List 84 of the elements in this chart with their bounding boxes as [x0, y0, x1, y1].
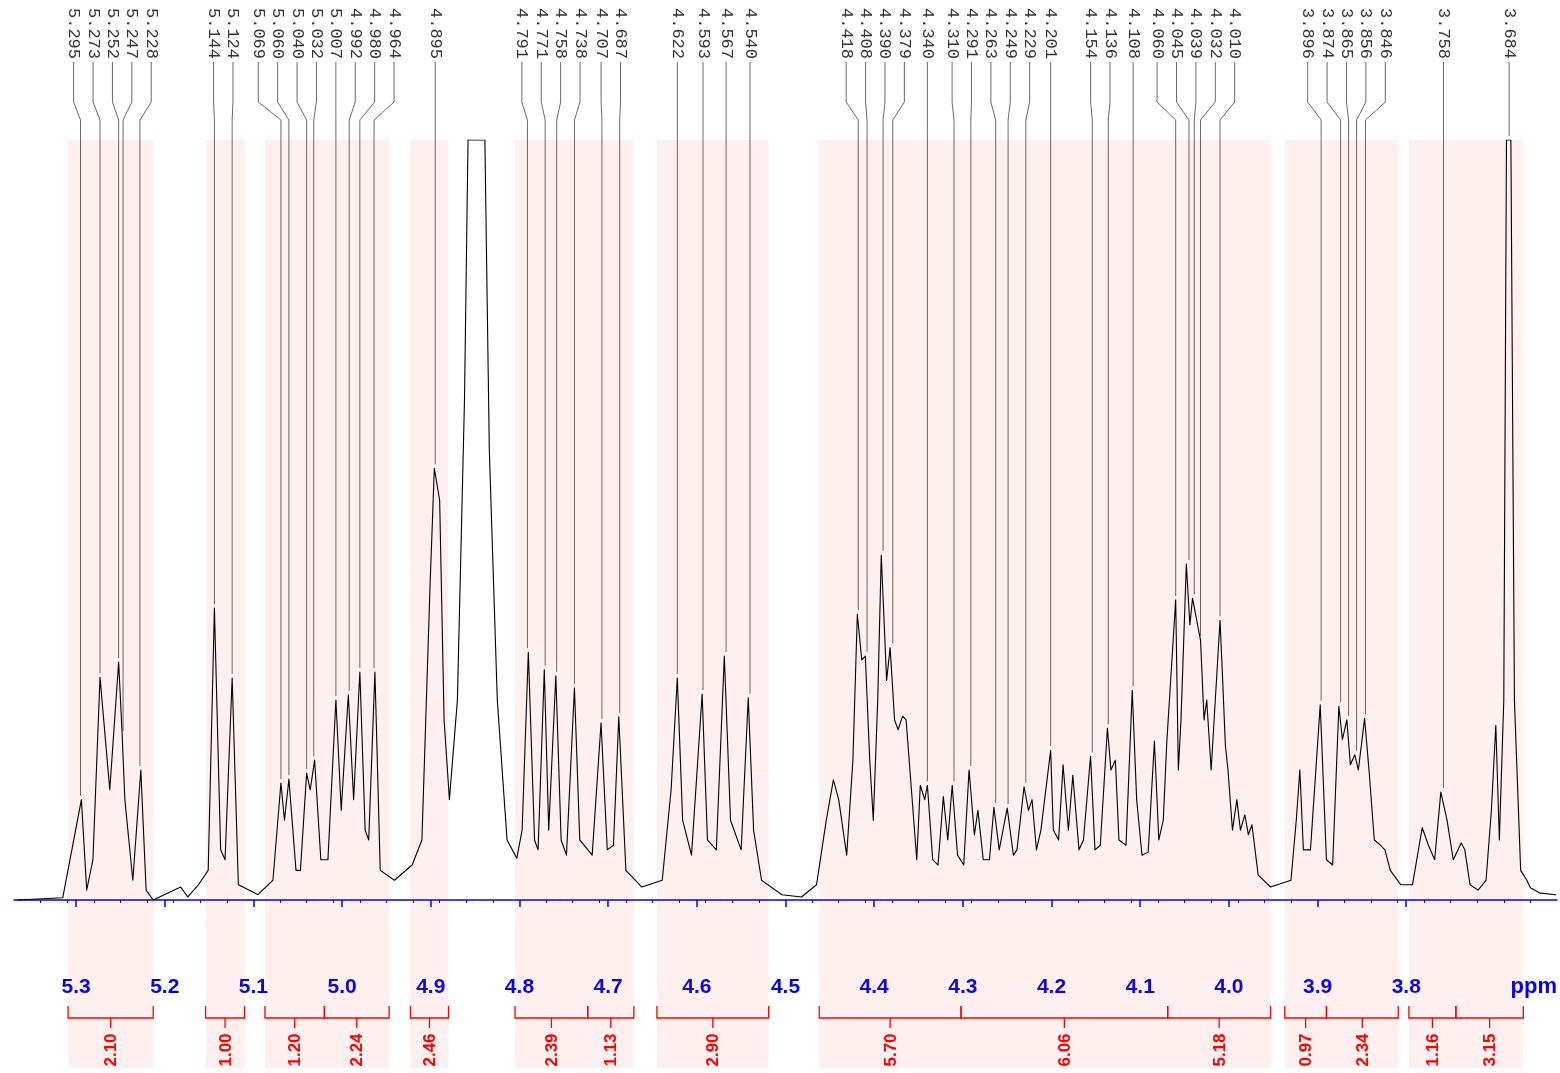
- annotation: 5.069: [248, 8, 268, 60]
- band-label: 1.13: [601, 1033, 621, 1067]
- x-tick-label: 4.0: [1214, 974, 1244, 997]
- x-tick-label: 5.3: [61, 974, 91, 997]
- x-tick-label: 4.7: [593, 974, 623, 997]
- x-tick-label: 5.2: [150, 974, 180, 997]
- annotation: 4.379: [894, 8, 914, 60]
- annotation: 4.980: [365, 8, 385, 60]
- x-axis-title: ppm: [1510, 972, 1557, 998]
- x-tick-label: 4.2: [1036, 974, 1067, 997]
- annotation: 5.007: [326, 8, 346, 60]
- annotation: 4.136: [1100, 8, 1120, 60]
- annotation: 4.964: [384, 8, 404, 60]
- annotation: 5.032: [306, 8, 326, 60]
- annotation: 4.418: [836, 8, 856, 60]
- annotation: 4.895: [425, 8, 445, 60]
- annotation: 5.144: [204, 8, 224, 60]
- annotation: 3.865: [1336, 8, 1356, 60]
- annotation: 4.622: [667, 8, 687, 60]
- annotation: 5.060: [268, 8, 288, 60]
- annotation: 3.846: [1375, 8, 1395, 60]
- annotation: 4.738: [570, 8, 590, 60]
- annotation: 3.758: [1433, 8, 1453, 60]
- band-label: 2.90: [703, 1033, 723, 1067]
- band-label: 5.18: [1209, 1033, 1229, 1067]
- annotation: 4.593: [693, 8, 713, 60]
- x-tick-label: 4.6: [682, 974, 712, 997]
- annotation: 3.684: [1499, 8, 1519, 60]
- annotation: 4.154: [1081, 8, 1101, 60]
- x-tick-label: 4.5: [770, 974, 801, 997]
- annotation: 5.124: [223, 8, 243, 60]
- annotation: 4.032: [1205, 8, 1225, 60]
- annotation: 4.707: [591, 8, 611, 60]
- band-label: 1.00: [215, 1033, 235, 1067]
- band-label: 2.39: [541, 1033, 561, 1067]
- x-tick-label: 5.0: [327, 974, 357, 997]
- annotation: 4.390: [875, 8, 895, 60]
- band-label: 1.20: [285, 1033, 305, 1067]
- annotation: 4.045: [1167, 8, 1186, 60]
- annotation: 4.039: [1186, 8, 1206, 60]
- annotation: 4.249: [1000, 8, 1020, 60]
- annotation: 4.340: [917, 8, 937, 60]
- annotation: 3.856: [1356, 8, 1376, 60]
- x-tick-label: 4.3: [948, 974, 978, 997]
- annotation: 5.228: [141, 8, 161, 60]
- x-tick-label: 4.8: [504, 974, 535, 997]
- annotation: 4.687: [611, 8, 630, 60]
- x-tick-label: 3.8: [1391, 974, 1422, 997]
- annotation: 4.201: [1041, 8, 1061, 60]
- annotation: 3.896: [1298, 8, 1318, 60]
- x-tick-label: 5.1: [238, 974, 269, 997]
- annotation: 4.408: [856, 8, 876, 60]
- annotation: 4.791: [512, 8, 532, 60]
- annotation: 4.758: [551, 8, 571, 60]
- annotation: 4.540: [740, 8, 760, 60]
- band-label: 0.97: [1296, 1033, 1316, 1067]
- annotation: 3.874: [1317, 8, 1337, 60]
- x-tick-label: 4.9: [416, 974, 446, 997]
- annotation: 4.992: [345, 8, 365, 60]
- x-tick-label: 4.4: [859, 974, 890, 997]
- band-label: 3.15: [1480, 1033, 1500, 1067]
- annotation: 5.040: [287, 8, 307, 60]
- band-label: 1.16: [1422, 1033, 1442, 1067]
- band-label: 5.70: [880, 1033, 900, 1067]
- annotation: 4.108: [1123, 8, 1143, 60]
- x-tick-label: 3.9: [1302, 974, 1333, 997]
- annotation: 5.252: [102, 8, 122, 60]
- band-label: 2.34: [1352, 1032, 1372, 1067]
- annotation: 5.273: [83, 8, 103, 60]
- annotation: 5.247: [122, 8, 142, 60]
- band-label: 2.10: [101, 1033, 121, 1067]
- annotation: 4.771: [531, 8, 551, 60]
- annotation: 4.010: [1225, 8, 1245, 60]
- annotation: 4.567: [716, 8, 736, 60]
- annotation: 4.263: [981, 8, 1001, 60]
- annotation: 4.229: [1020, 8, 1040, 60]
- band-label: 2.46: [419, 1033, 439, 1067]
- annotation: 4.060: [1147, 8, 1167, 60]
- x-tick-label: 4.1: [1125, 974, 1156, 997]
- band-label: 6.06: [1054, 1033, 1074, 1067]
- annotation: 5.295: [64, 8, 84, 60]
- band-label: 2.24: [347, 1032, 367, 1067]
- annotation: 4.291: [961, 8, 981, 60]
- annotation: 4.310: [942, 8, 962, 60]
